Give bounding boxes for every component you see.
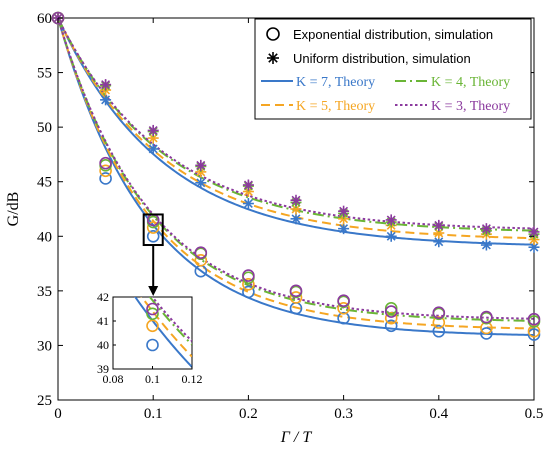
marker-k7-exponential (384, 319, 398, 333)
marker-k7-exponential (432, 324, 446, 338)
inset-x-tick-label: 0.12 (182, 372, 203, 386)
marker-k7-uniform (480, 239, 492, 251)
marker-k7-exponential (337, 311, 350, 325)
marker-k7-exponential (99, 172, 112, 185)
simulation-markers (51, 11, 541, 341)
legend-star-marker (267, 52, 279, 64)
marker-k3-exponential (289, 284, 303, 298)
y-axis-title: G/dB (5, 192, 22, 227)
y-tick-label: 35 (37, 284, 52, 300)
marker-k5-exponential (99, 164, 112, 178)
marker-k7-uniform (338, 223, 350, 235)
legend-k5-label: K = 5, Theory (296, 99, 375, 114)
inset-markers (146, 302, 159, 352)
marker-k3-uniform (433, 219, 445, 231)
marker-k3-exponential (480, 310, 493, 324)
marker-k7-uniform (433, 236, 445, 248)
marker-k7-exponential (480, 327, 493, 340)
marker-k5-exponential (337, 302, 350, 315)
marker-k5-exponential (146, 221, 160, 234)
marker-k3-uniform (528, 226, 540, 238)
marker-k7-uniform (242, 198, 254, 210)
marker-k7-uniform (528, 241, 540, 253)
marker-k7-exponential (242, 285, 255, 299)
y-tick-label: 25 (37, 393, 52, 409)
x-tick-label: 0.5 (525, 406, 544, 422)
inset-x-tick-label: 0.1 (145, 372, 160, 386)
inset-y-tick-label: 41 (97, 314, 109, 328)
marker-k3-uniform (100, 79, 112, 91)
inset-marker-k5-exponential (146, 319, 159, 333)
legend-k4-label: K = 4, Theory (431, 75, 510, 90)
marker-k3-uniform (385, 214, 397, 226)
marker-k5-exponential (432, 316, 446, 329)
inset-line-k3-exponential (151, 297, 192, 342)
x-tick-label: 0.1 (144, 406, 163, 422)
marker-k3-exponential (337, 294, 350, 307)
theory-line-k5-exponential (58, 18, 534, 330)
inset-y-tick-label: 40 (97, 338, 109, 352)
marker-k3-exponential (384, 305, 398, 318)
x-axis-title: Γ / T (280, 429, 313, 446)
legend-circle-marker (266, 27, 280, 41)
y-tick-label: 45 (37, 175, 52, 191)
marker-k7-uniform (385, 230, 397, 242)
marker-k7-exponential (527, 328, 541, 341)
y-tick-label: 50 (37, 120, 52, 136)
marker-k7-uniform (195, 177, 207, 189)
marker-k4-exponential (384, 302, 398, 315)
marker-k3-uniform (242, 179, 254, 191)
marker-k5-exponential (289, 291, 303, 304)
inset-line-k4-exponential (148, 297, 192, 346)
x-tick-label: 0.3 (334, 406, 353, 422)
marker-k5-uniform (147, 132, 159, 144)
marker-k3-uniform (147, 124, 159, 136)
legend-k3-label: K = 3, Theory (431, 99, 510, 114)
inset-y-tick-label: 39 (97, 362, 109, 376)
marker-k7-uniform (290, 213, 302, 225)
inset-x-tick-label: 0.08 (103, 372, 124, 386)
marker-k3-uniform (338, 205, 350, 217)
y-tick-label: 30 (37, 338, 52, 354)
zoom-arrow-head (148, 286, 159, 296)
x-tick-label: 0 (54, 406, 62, 422)
inset-marker-k3-exponential (146, 302, 159, 316)
marker-k5-exponential (384, 311, 398, 325)
marker-k7-exponential (146, 229, 160, 243)
y-tick-label: 55 (37, 66, 52, 82)
marker-k3-exponential (99, 156, 112, 170)
marker-k3-exponential (432, 306, 446, 319)
marker-k3-exponential (194, 246, 208, 259)
y-tick-label: 60 (37, 11, 52, 27)
inset-marker-k7-exponential (146, 338, 159, 352)
marker-k3-exponential (527, 312, 541, 326)
legend-uni-label: Uniform distribution, simulation (293, 51, 471, 66)
legend-exp-label: Exponential distribution, simulation (293, 27, 493, 42)
marker-k5-exponential (194, 253, 208, 267)
marker-k3-uniform (195, 159, 207, 171)
marker-k7-uniform (100, 94, 112, 106)
x-axis-ticks: 0 0.1 0.2 0.3 0.4 0.5 (54, 18, 543, 422)
marker-k3-exponential (242, 269, 255, 282)
y-axis-ticks: 25 30 35 40 45 50 55 60 (37, 11, 534, 409)
x-tick-label: 0.4 (429, 406, 448, 422)
y-tick-label: 40 (37, 229, 52, 245)
legend: Exponential distribution, simulation Uni… (254, 18, 532, 120)
inset-y-tick-label: 42 (97, 290, 109, 304)
inset-ticks: 0.08 0.1 0.12 39 40 41 42 (97, 290, 203, 386)
marker-k3-uniform (290, 194, 302, 206)
x-tick-label: 0.2 (239, 406, 258, 422)
legend-box (254, 18, 532, 120)
legend-k7-label: K = 7, Theory (296, 75, 375, 90)
inset-plot: 0.08 0.1 0.12 39 40 41 42 (97, 290, 203, 386)
marker-k3-uniform (480, 223, 492, 235)
marker-k5-exponential (242, 278, 255, 291)
marker-k7-uniform (147, 143, 159, 155)
inset-marker-k4-exponential (146, 307, 159, 321)
marker-k5-exponential (527, 324, 541, 338)
